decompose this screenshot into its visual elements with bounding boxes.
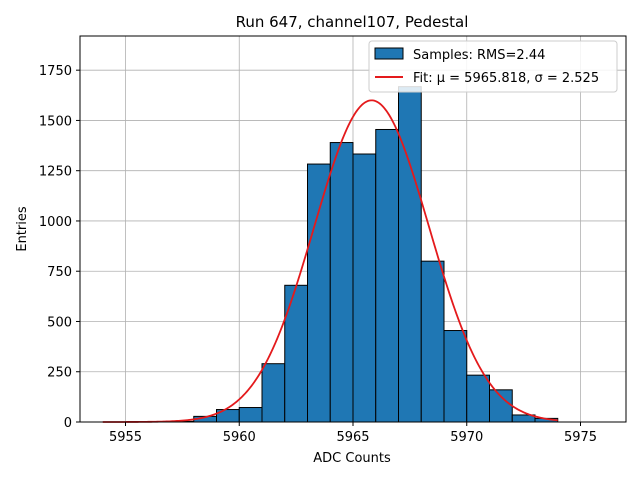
histogram-bar bbox=[398, 86, 422, 423]
x-tick-label: 5960 bbox=[223, 430, 256, 445]
histogram-bar bbox=[466, 374, 490, 423]
y-tick-label: 500 bbox=[47, 315, 72, 330]
y-tick-label: 1750 bbox=[39, 64, 72, 79]
legend-label-fit: Fit: μ = 5965.818, σ = 2.525 bbox=[413, 71, 599, 86]
y-tick-label: 250 bbox=[47, 366, 72, 381]
histogram-bar bbox=[443, 330, 468, 423]
x-tick-label: 5975 bbox=[564, 430, 597, 445]
y-tick-label: 1000 bbox=[39, 215, 72, 230]
histogram-bar bbox=[329, 142, 354, 423]
y-tick-label: 1250 bbox=[39, 165, 72, 180]
y-tick-label: 750 bbox=[47, 265, 72, 280]
fit-curve-layer bbox=[102, 99, 558, 423]
x-tick-label: 5965 bbox=[336, 430, 369, 445]
legend-label-histogram: Samples: RMS=2.44 bbox=[413, 48, 545, 63]
legend-swatch-histogram bbox=[374, 47, 404, 60]
y-axis-title: Entries bbox=[15, 206, 30, 252]
histogram-bar bbox=[375, 128, 399, 423]
y-tick-label: 0 bbox=[64, 416, 72, 431]
histogram-bar bbox=[352, 153, 377, 423]
fit-curve bbox=[102, 99, 558, 423]
chart-title: Run 647, channel107, Pedestal bbox=[236, 13, 469, 31]
histogram-bar bbox=[284, 284, 308, 423]
histogram-bar bbox=[238, 407, 263, 423]
histogram-bar bbox=[307, 163, 331, 423]
histogram-bar bbox=[489, 389, 513, 423]
x-axis-ticks: 5955 5960 5965 5970 5975 bbox=[109, 422, 597, 445]
y-axis-ticks: 0 250 500 750 1000 1250 1500 1750 bbox=[39, 64, 80, 431]
histogram-bar bbox=[420, 260, 445, 423]
y-tick-label: 1500 bbox=[39, 114, 72, 129]
histogram-bar bbox=[261, 363, 286, 423]
x-tick-label: 5970 bbox=[450, 430, 483, 445]
x-axis-title: ADC Counts bbox=[313, 451, 391, 466]
legend: Samples: RMS=2.44 Fit: μ = 5965.818, σ =… bbox=[368, 40, 618, 93]
x-tick-label: 5955 bbox=[109, 430, 142, 445]
legend-box bbox=[368, 40, 618, 93]
